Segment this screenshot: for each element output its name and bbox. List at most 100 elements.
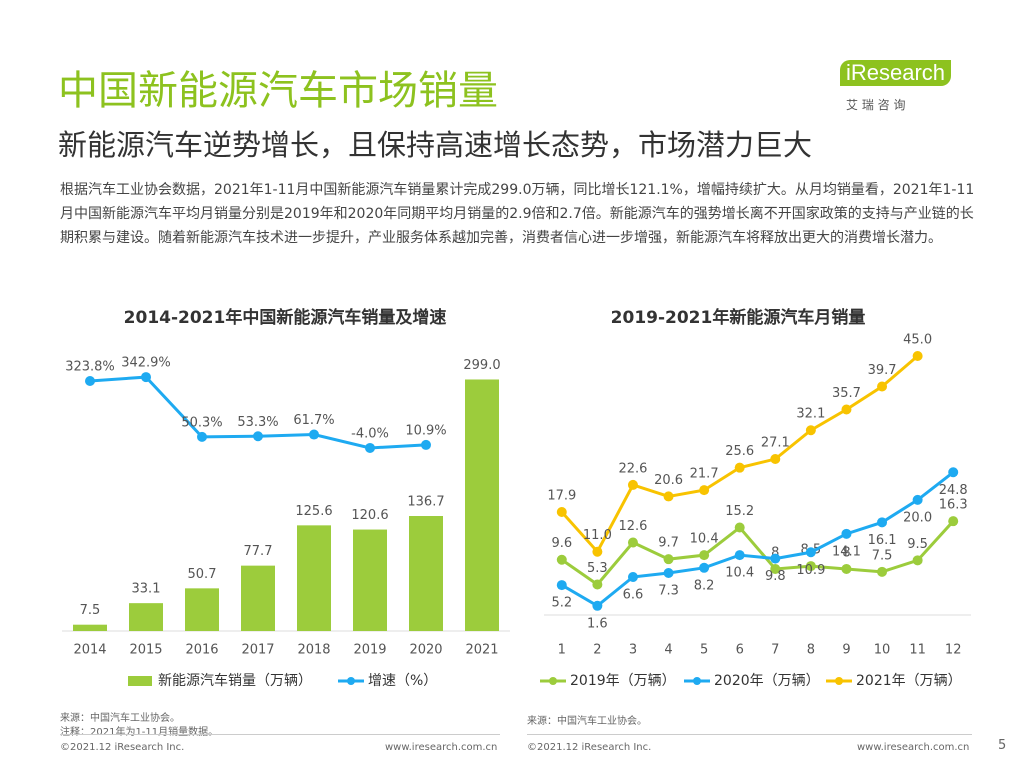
- point: [663, 567, 674, 578]
- point: [877, 566, 888, 577]
- point: [592, 579, 603, 590]
- point: [841, 404, 852, 415]
- divider: [527, 734, 972, 735]
- copyright: ©2021.12 iResearch Inc.: [527, 742, 652, 753]
- point: [85, 375, 95, 386]
- data-label: 24.8: [939, 483, 968, 498]
- data-label: 53.3%: [237, 415, 278, 430]
- bar: [241, 565, 275, 631]
- data-label: 16.1: [868, 533, 897, 548]
- point: [627, 479, 638, 490]
- data-label: 7.3: [658, 583, 679, 598]
- x-tick-label: 12: [945, 643, 962, 658]
- x-tick-label: 5: [700, 643, 708, 658]
- data-label: 323.8%: [65, 359, 115, 374]
- note: 来源：中国汽车工业协会。: [60, 713, 180, 724]
- data-label: 9.5: [907, 537, 928, 552]
- point: [699, 562, 710, 573]
- data-label: 299.0: [463, 358, 500, 373]
- source-right: 来源：中国汽车工业协会。: [527, 716, 647, 727]
- data-label: 1.6: [587, 616, 608, 631]
- x-tick-label: 9: [842, 643, 850, 658]
- data-label: 8: [771, 545, 779, 560]
- data-label: 45.0: [903, 333, 932, 348]
- legend-label: 2019年（万辆）: [570, 673, 676, 689]
- legend-label: 增速（%）: [368, 673, 437, 689]
- x-tick-label: 3: [629, 643, 637, 658]
- data-label: 77.7: [244, 544, 273, 559]
- divider: [60, 734, 500, 735]
- point: [877, 517, 888, 528]
- line: [561, 471, 955, 608]
- slide-title: 中国新能源汽车市场销量: [58, 68, 498, 114]
- bar: [129, 603, 163, 631]
- legend-swatch: [693, 677, 701, 685]
- data-label: 9.6: [551, 536, 572, 551]
- point: [253, 431, 263, 442]
- bar: [353, 529, 387, 631]
- data-label: 15.2: [725, 504, 754, 519]
- point: [948, 467, 959, 478]
- point: [948, 516, 959, 527]
- chart-title: 2014-2021年中国新能源汽车销量及增速: [124, 307, 447, 328]
- data-label: 5.3: [587, 561, 608, 576]
- legend-label: 新能源汽车销量（万辆）: [158, 672, 312, 689]
- x-tick-label: 11: [909, 643, 926, 658]
- x-tick-label: 7: [771, 643, 779, 658]
- point: [770, 553, 781, 564]
- point: [556, 580, 567, 591]
- logo: iResearch: [840, 60, 952, 86]
- x-tick-label: 2014: [73, 643, 106, 658]
- bar: [465, 379, 499, 631]
- data-label: 5.2: [551, 596, 572, 611]
- data-label: 10.9: [796, 563, 825, 578]
- bar: [185, 588, 219, 631]
- point: [912, 555, 923, 566]
- data-label: 9.7: [658, 536, 679, 551]
- x-tick-label: 2018: [297, 643, 330, 658]
- point: [912, 494, 923, 505]
- legend-label: 2020年（万辆）: [714, 673, 820, 689]
- point: [663, 491, 674, 502]
- data-label: 10.9%: [405, 423, 446, 438]
- bar: [409, 516, 443, 631]
- x-tick-label: 10: [874, 643, 891, 658]
- page-number: 5: [998, 738, 1007, 753]
- data-label: 22.6: [618, 461, 647, 476]
- point: [556, 506, 567, 517]
- data-label: 8.2: [694, 578, 715, 593]
- x-tick-label: 2020: [409, 643, 442, 658]
- x-tick-label: 2021: [465, 643, 498, 658]
- point: [663, 554, 674, 565]
- data-label: 14.1: [832, 544, 861, 559]
- data-label: 20.0: [903, 510, 932, 525]
- data-label: 32.1: [796, 407, 825, 422]
- note: 注释：2021年为1-11月销量数据。: [60, 727, 219, 738]
- url: www.iresearch.com.cn: [857, 742, 970, 753]
- data-label: 16.3: [939, 498, 968, 513]
- x-tick-label: 8: [807, 643, 815, 658]
- data-label: 120.6: [351, 508, 388, 523]
- data-label: 50.7: [188, 567, 217, 582]
- bar: [297, 525, 331, 631]
- point: [805, 561, 816, 572]
- data-label: 10.4: [725, 566, 754, 581]
- legend-swatch: [549, 677, 557, 685]
- data-label: 25.6: [725, 444, 754, 459]
- point: [365, 442, 375, 453]
- point: [141, 372, 151, 383]
- data-label: 11.0: [583, 528, 612, 543]
- x-tick-label: 6: [736, 643, 744, 658]
- body-text: 根据汽车工业协会数据，2021年1-11月中国新能源汽车销量累计完成299.0万…: [60, 182, 975, 246]
- legend-swatch: [347, 677, 355, 685]
- data-label: 35.7: [832, 386, 861, 401]
- point: [912, 351, 923, 361]
- point: [734, 550, 745, 561]
- data-label: 342.9%: [121, 356, 171, 371]
- data-label: 10.4: [690, 532, 719, 547]
- point: [734, 522, 745, 533]
- data-label: 7.5: [80, 603, 101, 618]
- data-label: 12.6: [618, 519, 647, 534]
- point: [556, 554, 567, 565]
- data-label: 61.7%: [293, 413, 334, 428]
